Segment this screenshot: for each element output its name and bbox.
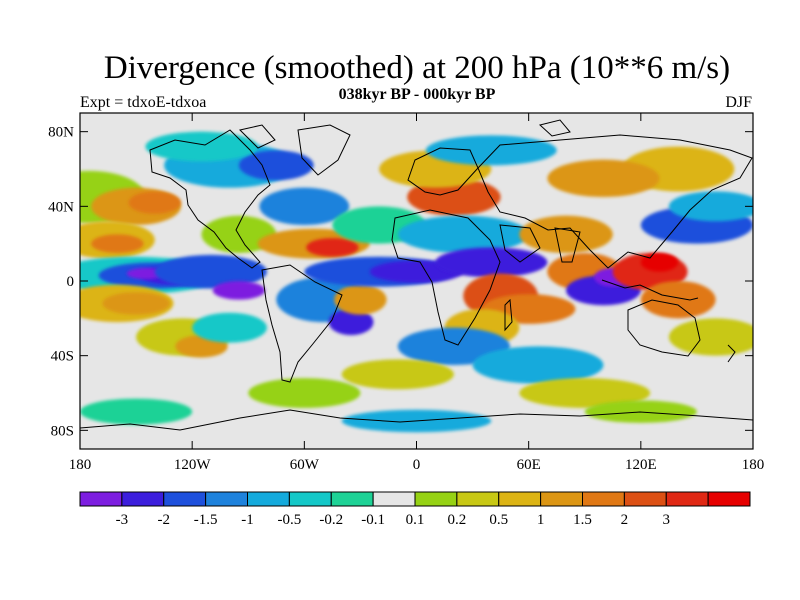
- colorbar-label: 0.5: [489, 512, 508, 528]
- contour-region: [472, 346, 604, 384]
- contour-region: [238, 150, 314, 181]
- colorbar-label: 2: [621, 512, 629, 528]
- contour-region: [334, 284, 387, 315]
- divergence-field: [80, 113, 753, 449]
- contour-region: [547, 159, 660, 197]
- map-axes: 180 120W 60W 0 60E 120E 180 80N 40N 0 40S 80S: [48, 113, 764, 473]
- contour-region: [248, 378, 361, 408]
- colorbar-label: -1: [241, 512, 254, 528]
- contour-region: [192, 312, 267, 343]
- coastlines: [80, 119, 753, 431]
- x-tick-label: 180: [69, 457, 92, 473]
- y-tick-label: 80N: [48, 125, 74, 141]
- contour-region: [154, 254, 267, 289]
- contour-region: [341, 359, 454, 390]
- contour-region: [519, 378, 651, 408]
- colorbar-label: 0.1: [406, 512, 425, 528]
- contour-region: [435, 247, 548, 278]
- colorbar-label: -1.5: [194, 512, 218, 528]
- contour-region: [668, 318, 753, 356]
- colorbar-label: -0.2: [319, 512, 343, 528]
- contour-region: [259, 187, 350, 225]
- y-tick-label: 40N: [48, 199, 74, 215]
- colorbar-label: -0.5: [278, 512, 302, 528]
- x-tick-label: 120W: [174, 457, 212, 473]
- contour-region: [425, 135, 557, 166]
- colorbar-label: -2: [158, 512, 171, 528]
- y-tick-label: 0: [67, 274, 75, 290]
- contour-region: [80, 398, 193, 425]
- colorbar-swatch: [372, 491, 416, 507]
- x-tick-label: 0: [413, 457, 421, 473]
- contour-region: [668, 191, 753, 222]
- contour-region: [640, 253, 679, 272]
- colorbar-swatch: [247, 491, 290, 507]
- colorbar-swatch: [163, 491, 207, 507]
- colorbar-swatch: [330, 491, 374, 507]
- colorbar: -3 -2 -1.5 -1 -0.5 -0.2 -0.1 0.1 0.2 0.5 1 1.5 2 3: [79, 491, 751, 528]
- contour-region: [397, 215, 529, 253]
- chart-title: Divergence (smoothed) at 200 hPa (10**6 …: [103, 50, 731, 86]
- colorbar-label: 1: [537, 512, 545, 528]
- colorbar-swatch: [456, 491, 500, 507]
- contour-region: [407, 178, 501, 216]
- colorbar-swatch: [498, 491, 542, 507]
- colorbar-label: -3: [116, 512, 129, 528]
- colorbar-label: 3: [663, 512, 671, 528]
- contour-region: [212, 281, 266, 300]
- contour-region: [128, 191, 181, 214]
- x-tick-label: 60W: [290, 457, 320, 473]
- y-tick-label: 40S: [51, 349, 74, 365]
- contour-region: [328, 309, 374, 336]
- colorbar-swatch: [79, 491, 123, 507]
- x-tick-label: 60E: [517, 457, 541, 473]
- contour-region: [102, 292, 170, 315]
- colorbar-swatch: [288, 491, 332, 507]
- contour-region: [640, 281, 716, 319]
- contour-region: [126, 267, 165, 280]
- colorbar-swatch: [414, 491, 458, 507]
- experiment-label: Expt = tdxoE-tdxoa: [80, 94, 207, 111]
- x-tick-label: 180: [742, 457, 765, 473]
- season-label: DJF: [725, 94, 752, 111]
- x-tick-label: 120E: [625, 457, 657, 473]
- colorbar-swatch: [582, 491, 625, 507]
- y-tick-label: 80S: [51, 423, 74, 439]
- colorbar-swatch: [205, 491, 248, 507]
- colorbar-swatch: [121, 491, 165, 507]
- colorbar-label: 1.5: [573, 512, 592, 528]
- colorbar-swatch: [540, 491, 583, 507]
- colorbar-label: 0.2: [448, 512, 467, 528]
- colorbar-swatch: [707, 491, 751, 507]
- colorbar-label: -0.1: [361, 512, 385, 528]
- contour-region: [519, 215, 613, 253]
- colorbar-swatch: [665, 491, 709, 507]
- colorbar-swatch: [623, 491, 667, 507]
- contour-region: [306, 238, 359, 257]
- chart-subtitle: 038kyr BP - 000kyr BP: [338, 86, 496, 103]
- contour-region: [91, 234, 144, 254]
- contour-region: [145, 131, 258, 162]
